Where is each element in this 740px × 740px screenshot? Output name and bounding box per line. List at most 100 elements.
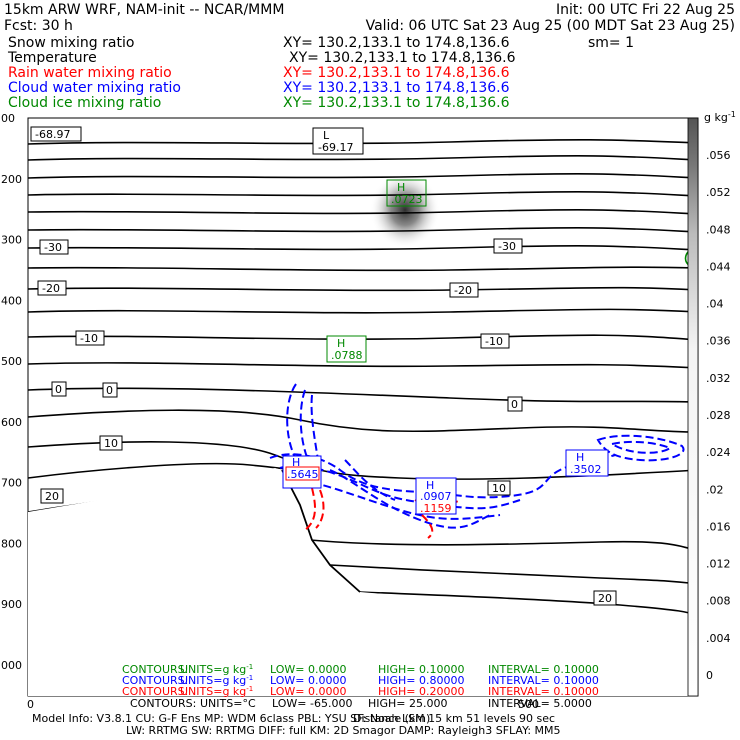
svg-text:-10: -10: [485, 335, 503, 348]
svg-text:L: L: [323, 129, 330, 142]
svg-text:H: H: [426, 479, 434, 492]
field-xy-snow: XY= 130.2,133.1 to 174.8,136.6: [283, 35, 510, 51]
colorbar-tick: .052: [706, 186, 731, 199]
contour-info-units: UNITS=g kg-1: [180, 663, 253, 676]
header: 15km ARW WRF, NAM-init -- NCAR/MMM Init:…: [4, 2, 735, 111]
colorbar-tick: .032: [706, 372, 731, 385]
x-axis-label: Distance (km): [353, 712, 430, 725]
temp-label-20a: 20: [40, 488, 64, 504]
field-smooth-snow: sm= 1: [588, 35, 634, 51]
forecast-hour: Fcst: 30 h: [4, 18, 73, 34]
x-axis: 0 500 Distance (km): [27, 698, 539, 725]
contour-info-interval: INTERVAL= 5.0000: [488, 697, 592, 710]
svg-text:0: 0: [511, 398, 518, 411]
temp-label-10a: 10: [99, 435, 123, 451]
svg-text:H: H: [337, 337, 345, 350]
temp-label-m30a: -30: [39, 239, 69, 255]
svg-text:-20: -20: [42, 282, 60, 295]
contour-info-high: HIGH= 0.20000: [378, 685, 465, 698]
cloudwater-max-box-left: H .5645: [282, 455, 322, 489]
contour-info-low: LOW= 0.0000: [270, 663, 346, 676]
colorbar-tick: 0: [706, 669, 713, 682]
svg-text:20: 20: [45, 490, 59, 503]
colorbar-tick: .04: [706, 298, 724, 311]
contour-info-interval: INTERVAL= 0.10000: [488, 663, 599, 676]
colorbar-tick: .008: [706, 595, 731, 608]
field-name-snow: Snow mixing ratio: [8, 35, 134, 51]
colorbar-tick: .028: [706, 409, 731, 422]
contour-info-units: UNITS=g kg-1: [180, 685, 253, 698]
terrain-fill: [28, 468, 698, 696]
contour-info-label: CONTOURS:: [122, 663, 188, 676]
svg-text:.0907: .0907: [420, 490, 452, 503]
valid-time: Valid: 06 UTC Sat 23 Aug 25 (00 MDT Sat …: [366, 18, 735, 34]
svg-text:-30: -30: [44, 241, 62, 254]
y-tick-label: 00: [1, 112, 15, 125]
svg-text:-20: -20: [454, 284, 472, 297]
temperature-labels: -68.97 -30 -30 -20 -20 -10 -10 0 0 0 10 …: [30, 126, 617, 606]
colorbar: g kg-1 0 .004 .008 .012 .016 .02 .024 .028 .032.…: [687, 110, 736, 697]
svg-text:20: 20: [598, 592, 612, 605]
colorbar-unit: g kg-1: [704, 110, 736, 124]
y-tick-label: 400: [1, 294, 22, 307]
svg-text:H: H: [397, 181, 405, 194]
y-tick-label: 700: [1, 477, 22, 490]
ice-max-box-mid: H .0788: [326, 335, 367, 363]
colorbar-tick: .02: [706, 483, 724, 496]
svg-text:.0723: .0723: [391, 193, 423, 206]
contour-info-high: HIGH= 0.10000: [378, 663, 465, 676]
colorbar-tick: .012: [706, 558, 731, 571]
colorbar-tick: .016: [706, 520, 731, 533]
svg-text:.0788: .0788: [331, 349, 363, 362]
contour-info-high: HIGH= 0.80000: [378, 674, 465, 687]
y-tick-label: 300: [1, 234, 22, 247]
svg-text:10: 10: [492, 482, 506, 495]
svg-text:.5645: .5645: [287, 468, 319, 481]
footer: Model Info: V3.8.1 CU: G-F Ens MP: WDM 6…: [32, 712, 561, 737]
contour-info-interval: INTERVAL= 0.10000: [488, 685, 599, 698]
svg-text:0: 0: [106, 384, 113, 397]
field-xy-cloudwater: XY= 130.2,133.1 to 174.8,136.6: [283, 80, 510, 96]
field-name-temp: Temperature: [7, 50, 97, 66]
cloudwater-max-box-right: H .3502: [565, 449, 609, 477]
temp-min-box: L -69.17: [312, 127, 364, 155]
contour-info-low: LOW= 0.0000: [270, 674, 346, 687]
cloudwater-max-box-center: H .0907 .1159: [415, 477, 457, 515]
model-info-line1: Model Info: V3.8.1 CU: G-F Ens MP: WDM 6…: [32, 712, 555, 725]
colorbar-tick: .048: [706, 223, 731, 236]
svg-text:-30: -30: [498, 240, 516, 253]
svg-text:-68.97: -68.97: [35, 128, 70, 141]
x-tick-500: 500: [518, 698, 539, 711]
contour-info-label: CONTOURS:: [130, 697, 196, 710]
y-tick-label: 900: [1, 598, 22, 611]
svg-text:H: H: [576, 451, 584, 464]
rain-max-value: .1159: [420, 502, 452, 515]
field-xy-rain: XY= 130.2,133.1 to 174.8,136.6: [283, 65, 510, 81]
contour-info-interval: INTERVAL= 0.10000: [488, 674, 599, 687]
contour-info-label: CONTOURS:: [122, 685, 188, 698]
model-title: 15km ARW WRF, NAM-init -- NCAR/MMM: [4, 2, 284, 18]
model-info-line2: LW: RRTMG SW: RRTMG DIFF: full KM: 2D Sm…: [126, 724, 561, 737]
field-name-cloudice: Cloud ice mixing ratio: [8, 95, 161, 111]
colorbar-tick: .024: [706, 446, 731, 459]
svg-text:.3502: .3502: [570, 463, 602, 476]
colorbar-tick: .036: [706, 335, 731, 348]
temp-label-m20b: -20: [449, 282, 479, 298]
temp-label-m10a: -10: [75, 330, 105, 346]
field-name-cloudwater: Cloud water mixing ratio: [8, 80, 181, 96]
x-tick-0: 0: [27, 698, 34, 711]
temp-label-min: -68.97: [30, 126, 82, 142]
contour-info-low: LOW= -65.000: [272, 697, 352, 710]
svg-text:H: H: [292, 456, 300, 469]
y-tick-label: 200: [1, 173, 22, 186]
y-tick-label: 500: [1, 355, 22, 368]
temp-label-0a: 0: [51, 381, 67, 397]
contour-info: CONTOURS:UNITS=g kg-1 LOW= 0.0000 HIGH= 0.…: [122, 663, 599, 710]
temp-label-10b: 10: [487, 480, 511, 496]
y-tick-label: 800: [1, 537, 22, 550]
temp-label-20b: 20: [593, 590, 617, 606]
init-time: Init: 00 UTC Fri 22 Aug 25: [556, 2, 735, 18]
field-xy-temp: XY= 130.2,133.1 to 174.8,136.6: [289, 50, 516, 66]
y-tick-label: 000: [1, 659, 22, 672]
